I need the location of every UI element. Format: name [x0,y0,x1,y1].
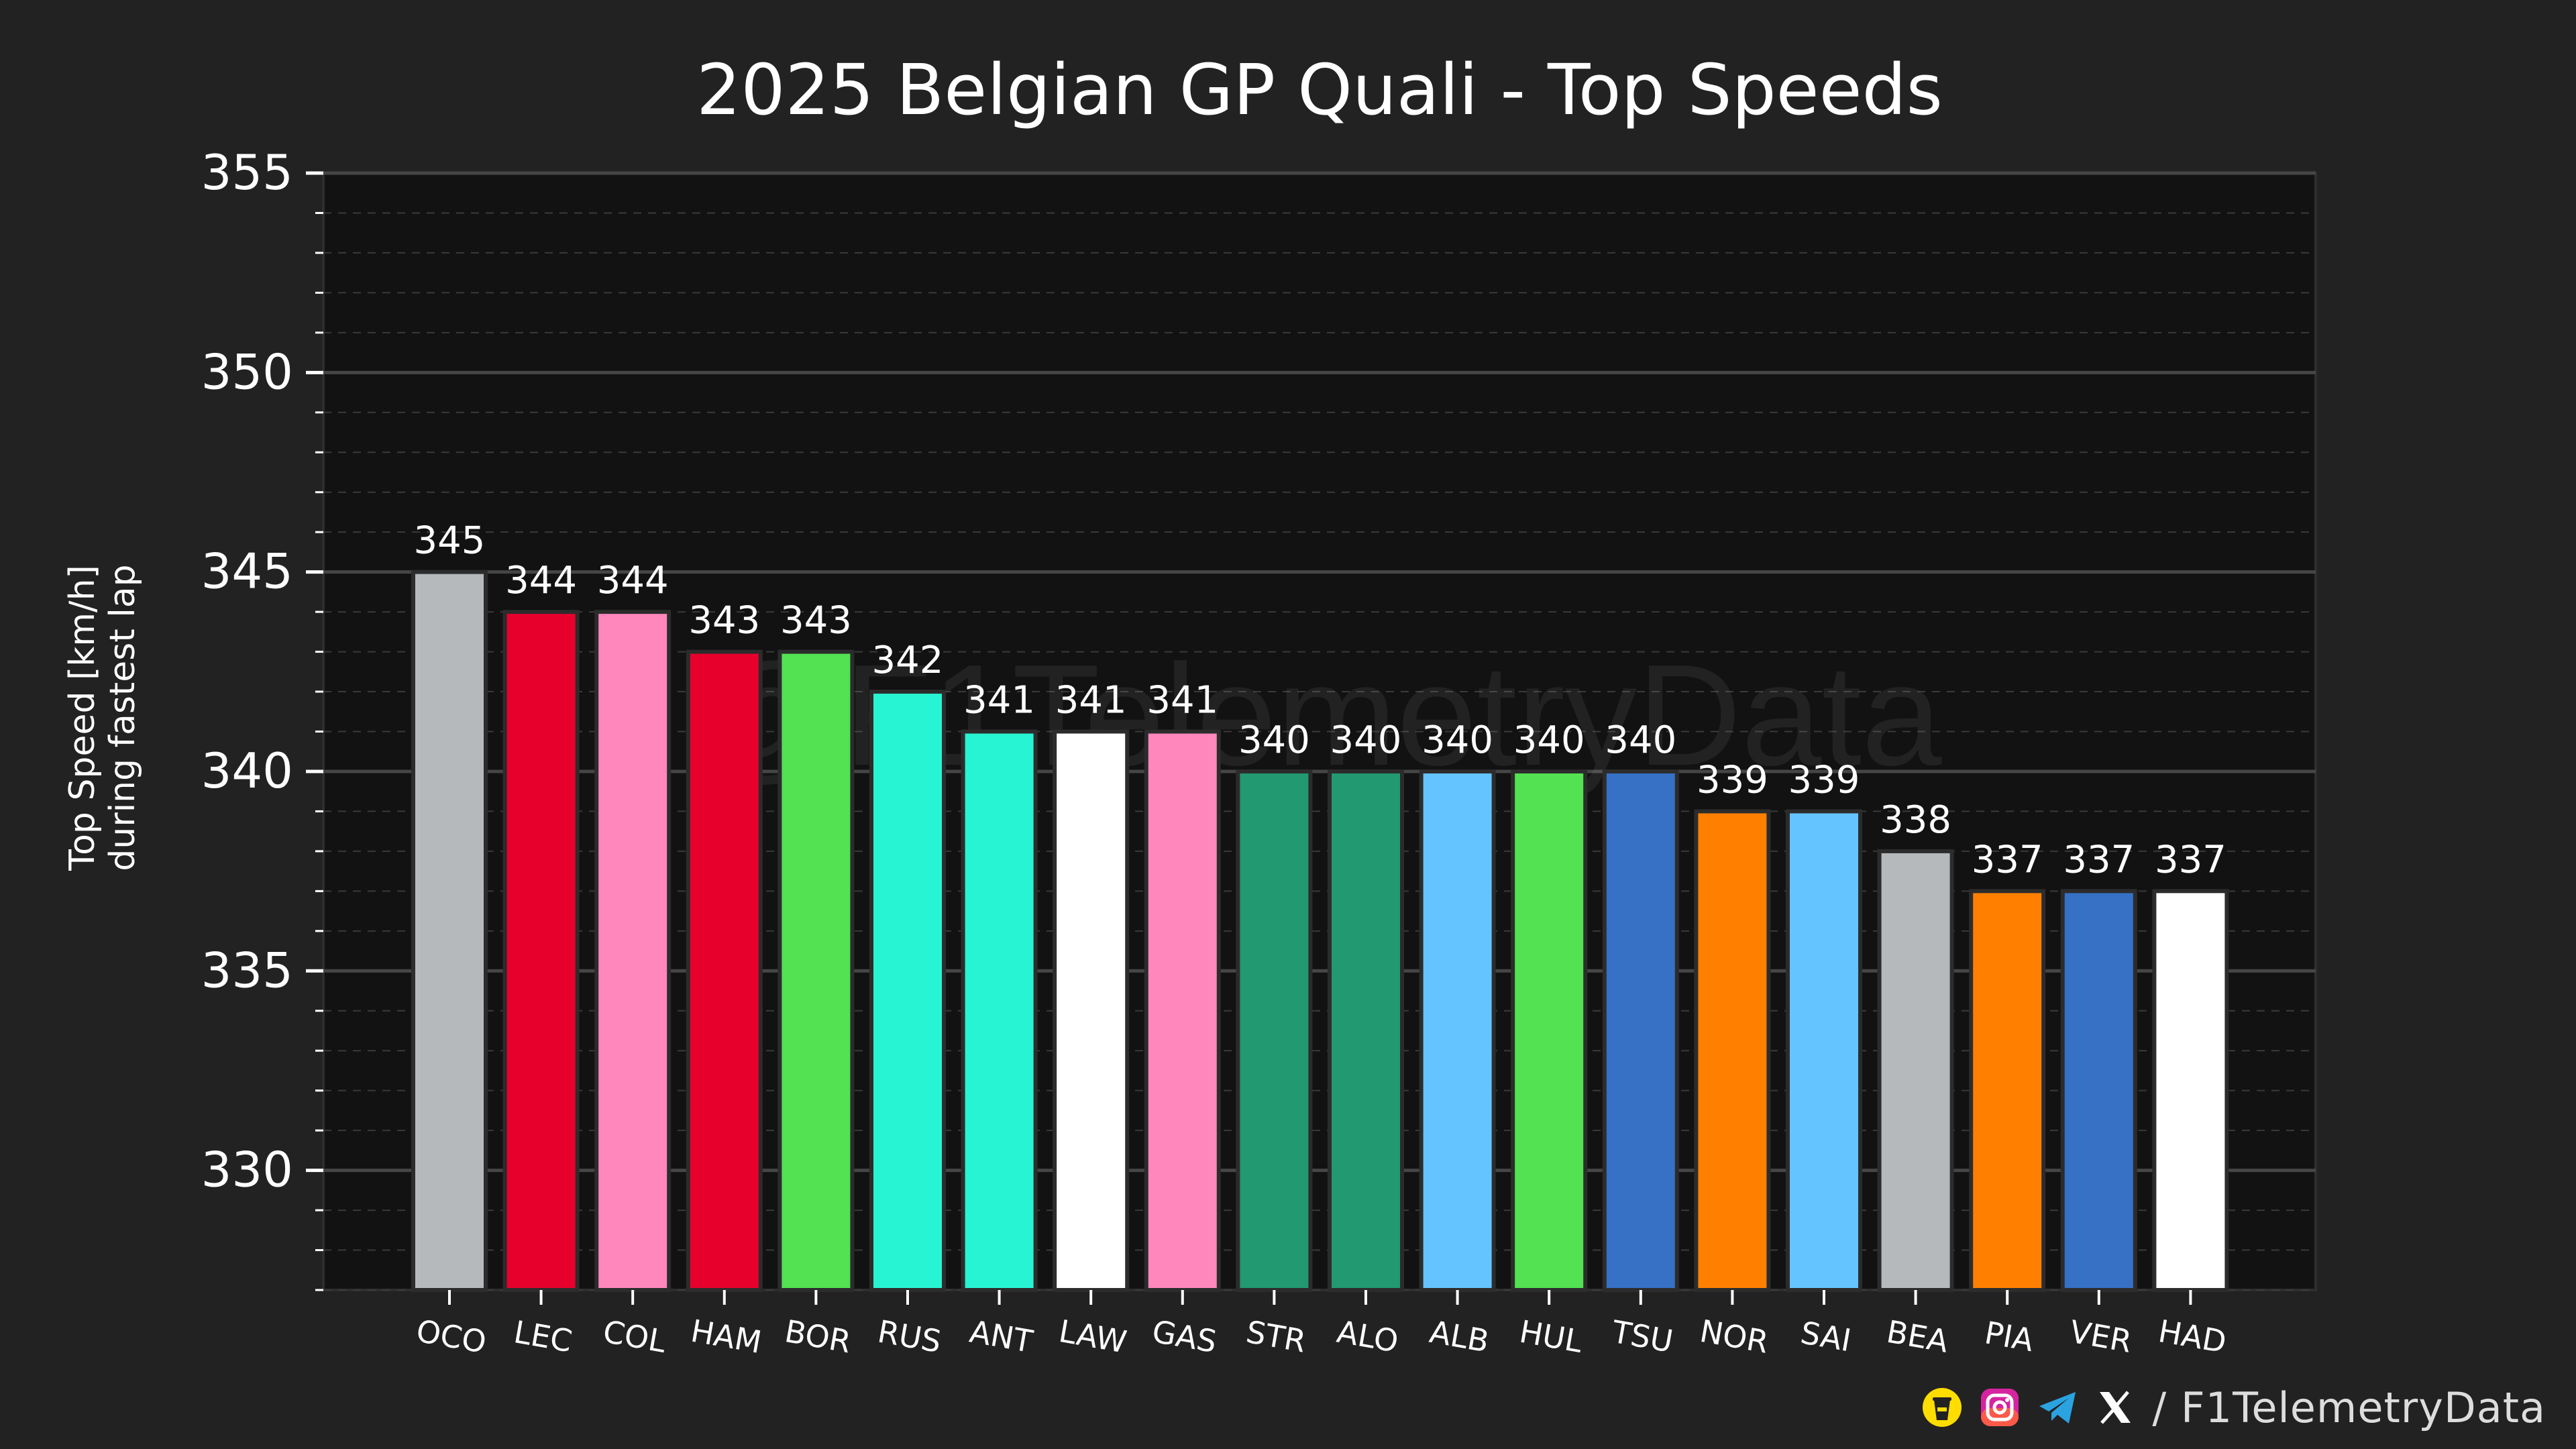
bar-bea [1877,849,1954,1292]
x-tick-label-hul: HUL [1517,1313,1585,1360]
y-axis-label-line-1: Top Speed [km/h] [62,565,103,871]
bar-pia [1969,889,2046,1293]
value-label-alb: 340 [1421,718,1493,762]
value-labels: 345 344 344 343 343 342 341 341 341 340 340 340 340 3… [414,519,2226,882]
x-tick-label-col: COL [600,1313,669,1360]
bar-lec [502,610,580,1292]
bar-oco [411,570,488,1293]
x-tick-label-alo: ALO [1334,1313,1401,1360]
x-axis-ticks: OCO LEC COL HAM BOR RUS ANT LAW GAS STR ALO ALB HUL T… [414,1290,2229,1360]
value-label-lec: 344 [505,559,577,602]
y-tick-label: 355 [201,144,293,201]
x-tick-label-bor: BOR [782,1313,854,1360]
value-label-ant: 341 [963,679,1035,722]
x-tick-label-law: LAW [1056,1313,1129,1360]
value-label-gas: 341 [1146,679,1218,722]
y-tick-label: 345 [201,543,293,600]
bar-gas [1144,729,1221,1292]
value-label-col: 344 [597,559,669,602]
x-tick-label-str: STR [1244,1313,1309,1360]
instagram-icon[interactable] [1979,1387,2021,1428]
bar-tsu [1602,769,1679,1292]
value-label-nor: 339 [1697,758,1768,802]
value-label-tsu: 340 [1605,718,1676,762]
value-label-ver: 337 [2063,838,2135,881]
bar-sai [1786,809,1862,1292]
x-tick-label-ver: VER [2067,1313,2134,1360]
y-tick-label: 335 [201,942,293,998]
x-tick-label-sai: SAI [1798,1314,1854,1358]
buymeacoffee-icon[interactable] [1921,1387,1963,1428]
x-tick-label-rus: RUS [875,1313,944,1360]
bar-nor [1694,809,1771,1292]
y-axis-label-line-2: during fastest lap [103,564,143,871]
value-label-bea: 338 [1880,798,1951,842]
x-tick-label-had: HAD [2156,1313,2229,1360]
x-tick-label-ant: ANT [967,1313,1036,1360]
x-tick-label-nor: NOR [1697,1313,1771,1360]
y-axis-ticks: 330 335 340 345 350 355 [201,144,323,1291]
x-tick-label-pia: PIA [1982,1314,2037,1358]
chart-title: 2025 Belgian GP Quali - Top Speeds [696,49,1943,131]
value-label-bor: 343 [780,599,852,643]
value-label-ham: 343 [688,599,760,643]
social-handle[interactable]: / F1TelemetryData [2152,1383,2546,1432]
x-icon[interactable] [2094,1387,2136,1428]
bar-col [594,610,672,1292]
bar-str [1236,769,1313,1292]
value-label-had: 337 [2155,838,2226,881]
bar-ver [2060,889,2137,1293]
bar-bor [777,649,855,1292]
x-tick-label-gas: GAS [1149,1313,1219,1360]
x-tick-label-lec: LEC [511,1313,575,1359]
value-label-oco: 345 [414,519,486,563]
x-tick-label-tsu: TSU [1609,1313,1676,1360]
bar-alb [1419,769,1496,1292]
telegram-icon[interactable] [2037,1387,2078,1428]
value-label-pia: 337 [1972,838,2043,881]
bar-alo [1328,769,1404,1292]
bars [411,570,2229,1293]
bar-had [2152,889,2229,1293]
y-tick-label: 330 [201,1142,293,1198]
bar-ant [961,729,1038,1292]
value-label-str: 340 [1238,718,1310,762]
value-label-alo: 340 [1330,718,1402,762]
value-label-law: 341 [1055,679,1127,722]
x-tick-label-bea: BEA [1884,1313,1951,1360]
value-label-rus: 342 [872,639,944,682]
y-tick-label: 350 [201,343,293,400]
bar-law [1053,729,1130,1292]
x-tick-label-oco: OCO [414,1313,489,1360]
y-tick-label: 340 [201,743,293,799]
value-label-hul: 340 [1513,718,1585,762]
bar-ham [686,649,763,1292]
bar-rus [869,690,946,1293]
bar-hul [1511,769,1588,1292]
x-tick-label-ham: HAM [688,1312,765,1360]
value-label-sai: 339 [1788,758,1860,802]
social-footer: / F1TelemetryData [1921,1381,2546,1434]
x-tick-label-alb: ALB [1427,1313,1492,1360]
